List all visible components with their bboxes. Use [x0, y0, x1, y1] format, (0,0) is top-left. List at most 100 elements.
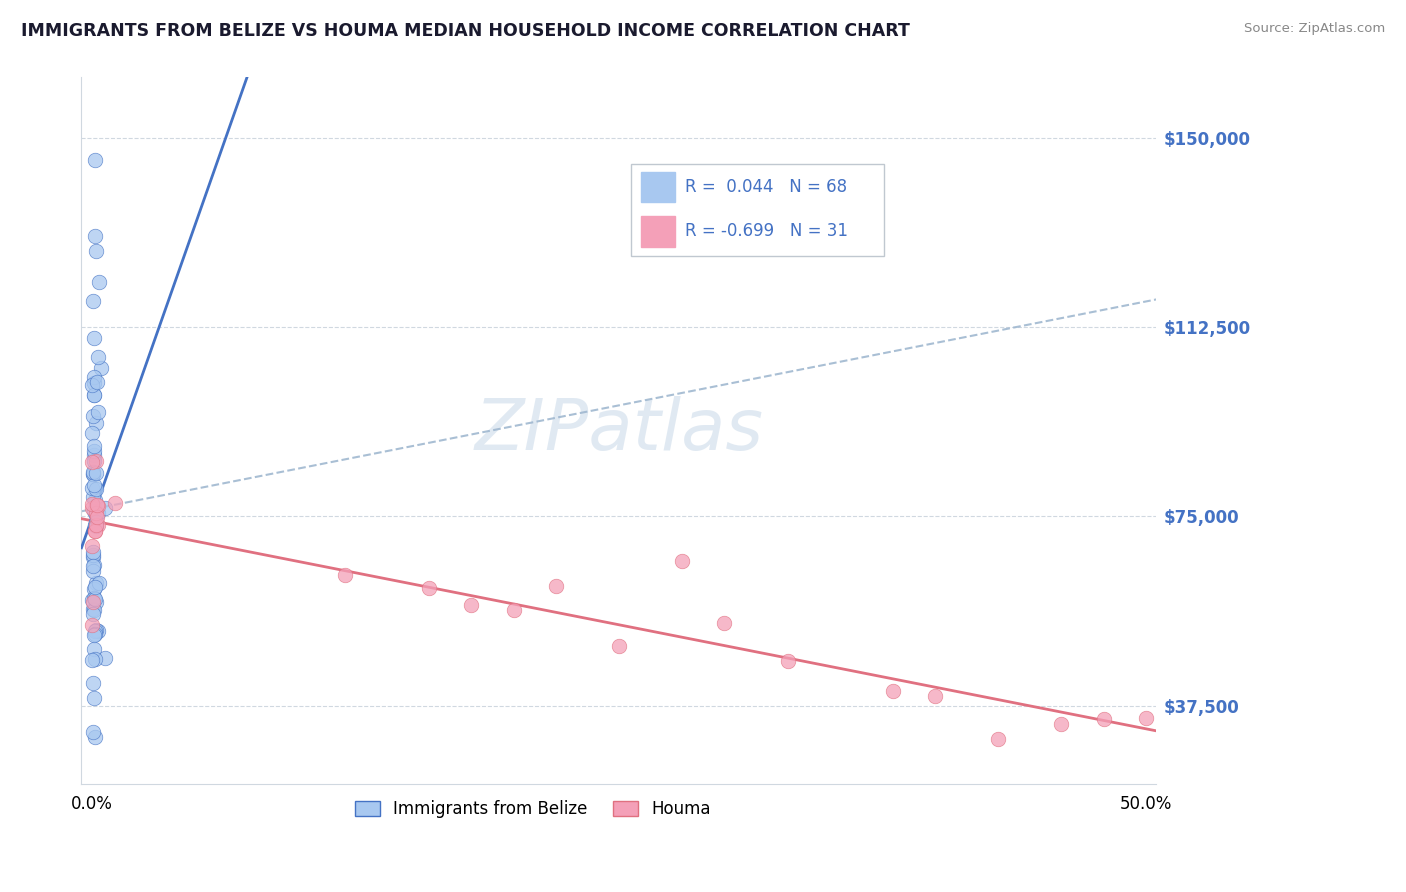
Point [87, 518, 110, 533]
Point [82, 539, 104, 553]
Point [82, 378, 104, 392]
Point [87, 507, 110, 521]
Point [84, 519, 107, 533]
Point [83, 503, 105, 517]
Point [83, 582, 105, 596]
Point [987, 731, 1010, 746]
Point [84, 623, 107, 637]
Point [84, 730, 107, 744]
Point [82, 425, 104, 440]
Point [86, 499, 108, 513]
Point [1050, 716, 1073, 731]
Point [94, 501, 117, 516]
Point [83, 448, 105, 462]
Point [93, 651, 115, 665]
Point [82, 564, 104, 578]
Point [84, 517, 107, 532]
Point [82, 467, 104, 481]
Point [86, 517, 108, 532]
Point [83, 603, 105, 617]
Point [83, 454, 105, 468]
Point [882, 684, 904, 698]
Point [83, 478, 105, 492]
Point [84, 228, 107, 243]
Point [82, 558, 104, 573]
Point [776, 654, 799, 668]
Point [86, 509, 108, 524]
Point [84, 627, 107, 641]
Point [83, 524, 105, 539]
Point [87, 405, 110, 419]
Point [84, 624, 107, 638]
Text: R =  0.044   N = 68: R = 0.044 N = 68 [686, 178, 848, 196]
Point [502, 603, 524, 617]
Legend: Immigrants from Belize, Houma: Immigrants from Belize, Houma [349, 794, 717, 825]
Point [83, 641, 105, 656]
Point [82, 595, 104, 609]
Point [82, 545, 104, 559]
Point [84, 416, 107, 430]
Point [82, 293, 104, 308]
FancyBboxPatch shape [630, 164, 884, 256]
Point [84, 651, 107, 665]
Point [82, 497, 104, 511]
Point [82, 549, 104, 564]
Point [86, 375, 108, 389]
Point [83, 388, 105, 402]
Point [82, 607, 104, 621]
Point [82, 467, 104, 481]
Point [82, 409, 104, 424]
Point [713, 616, 735, 631]
Point [82, 675, 104, 690]
Point [83, 628, 105, 642]
Point [90, 360, 112, 375]
Point [83, 376, 105, 390]
Point [84, 524, 107, 539]
Bar [641, 171, 675, 202]
Point [83, 388, 105, 402]
Point [83, 331, 105, 345]
Point [82, 465, 104, 479]
Point [84, 244, 107, 259]
Point [84, 506, 107, 520]
Point [84, 466, 107, 480]
Text: Source: ZipAtlas.com: Source: ZipAtlas.com [1244, 22, 1385, 36]
Point [83, 691, 105, 706]
Point [104, 495, 127, 509]
Point [82, 653, 104, 667]
Point [607, 639, 630, 653]
Point [82, 455, 104, 469]
Point [82, 602, 104, 616]
Bar [641, 216, 675, 246]
Point [83, 591, 105, 606]
Point [82, 481, 104, 495]
Point [83, 580, 105, 594]
Point [83, 493, 105, 508]
Point [84, 483, 107, 497]
Point [83, 369, 105, 384]
Point [82, 618, 104, 632]
Point [84, 595, 107, 609]
Point [84, 515, 107, 529]
Point [460, 598, 482, 612]
Point [84, 453, 107, 467]
Point [83, 443, 105, 458]
Point [82, 548, 104, 562]
Point [83, 591, 105, 606]
Point [82, 725, 104, 739]
Text: IMMIGRANTS FROM BELIZE VS HOUMA MEDIAN HOUSEHOLD INCOME CORRELATION CHART: IMMIGRANTS FROM BELIZE VS HOUMA MEDIAN H… [21, 22, 910, 40]
Point [84, 508, 107, 523]
Point [87, 275, 110, 289]
Point [83, 439, 105, 453]
Point [82, 592, 104, 607]
Point [1092, 713, 1115, 727]
Point [924, 689, 946, 703]
Text: R = -0.699   N = 31: R = -0.699 N = 31 [686, 222, 848, 240]
Point [671, 554, 693, 568]
Point [84, 153, 107, 167]
Point [544, 579, 567, 593]
Point [87, 500, 110, 514]
Point [82, 501, 104, 516]
Point [82, 490, 104, 504]
Point [87, 576, 110, 591]
